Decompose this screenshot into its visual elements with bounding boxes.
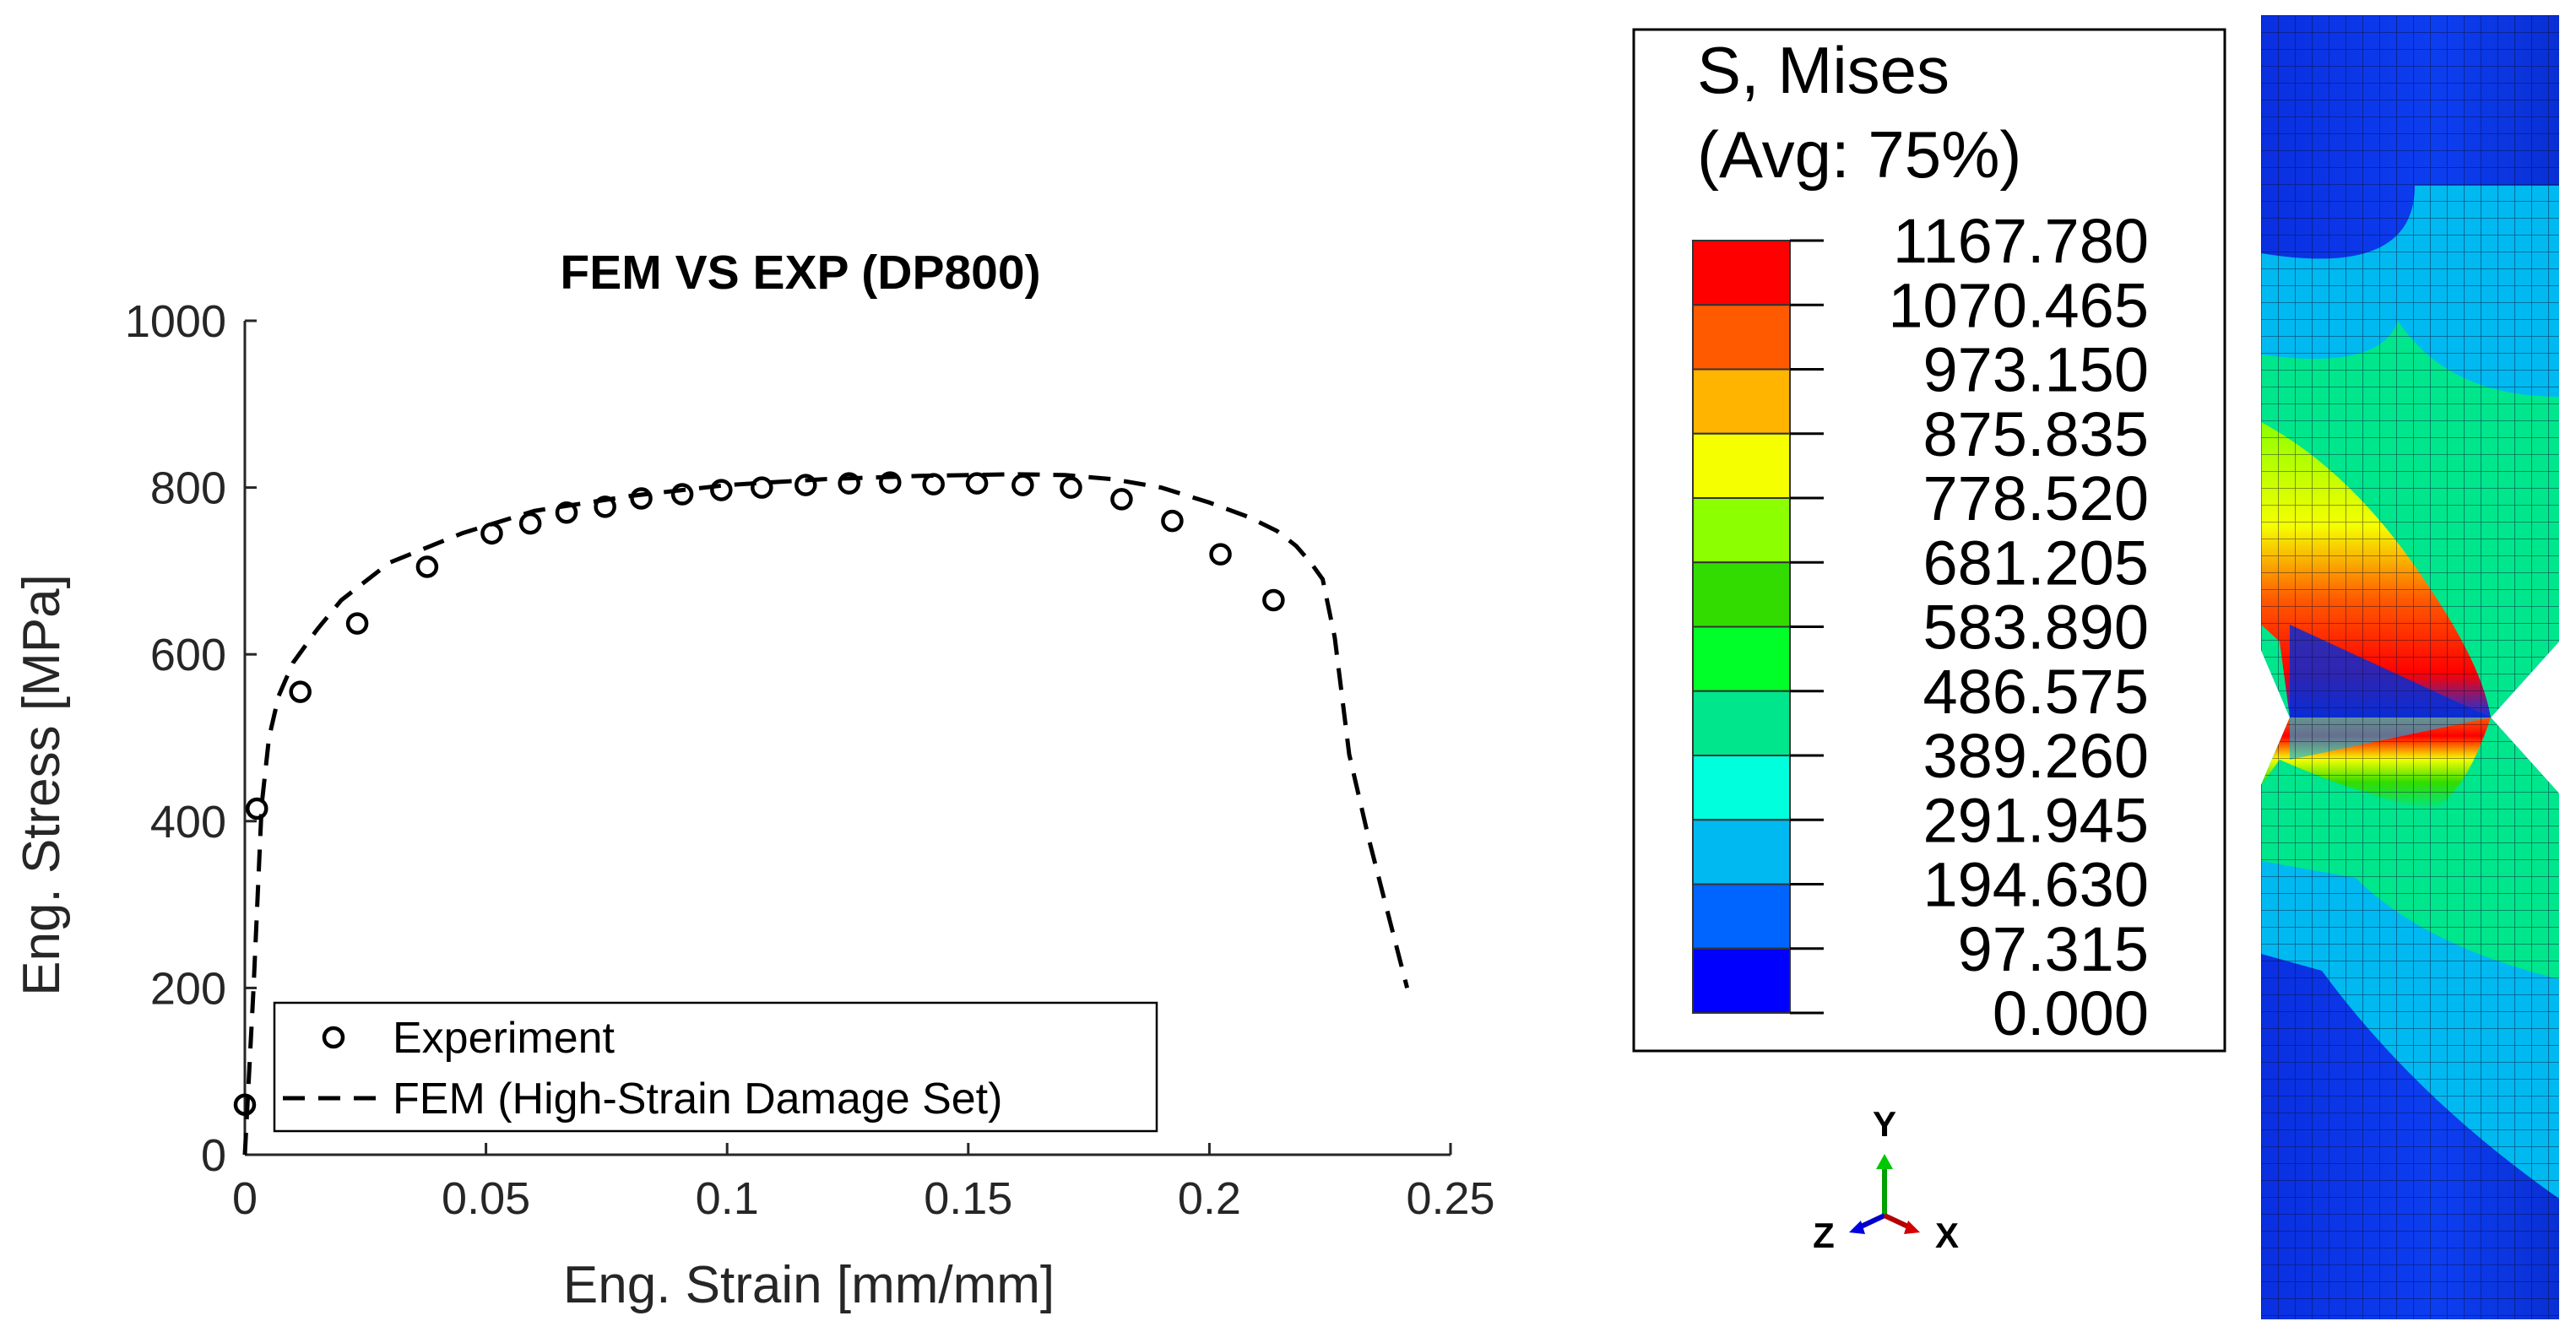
- experiment-point: [518, 512, 542, 535]
- triad-y-label: Y: [1873, 1104, 1896, 1144]
- color-bar-segment: [1692, 432, 1791, 499]
- x-tick-label: 0.25: [1406, 1173, 1494, 1224]
- color-bar-value-label: 875.835: [1923, 399, 2150, 469]
- specimen-mesh: [2261, 15, 2559, 1319]
- color-bar-value-label: 0.000: [1993, 978, 2149, 1048]
- mises-contour-legend: S, Mises (Avg: 75%) 1167.7801070.465973.…: [1632, 28, 2226, 1053]
- experiment-point: [879, 471, 902, 494]
- x-axis-label: Eng. Strain [mm/mm]: [563, 1256, 1055, 1314]
- fem-series-line: [242, 472, 1410, 1156]
- color-bar-value-label: 1070.465: [1888, 270, 2149, 340]
- experiment-point: [289, 680, 312, 703]
- axis-triad: Y Z X: [1813, 1104, 1959, 1255]
- experiment-point: [710, 479, 733, 501]
- color-bar-value-label: 291.945: [1923, 785, 2150, 855]
- legend-label-fem: FEM (High-Strain Damage Set): [393, 1075, 1002, 1124]
- experiment-point: [594, 495, 616, 518]
- y-tick-label: 200: [150, 963, 226, 1014]
- color-bar-value-label: 778.520: [1923, 463, 2150, 533]
- color-bar-value-label: 97.315: [1958, 914, 2149, 984]
- fem-specimen-contour: [2261, 15, 2559, 1319]
- experiment-point: [1161, 509, 1184, 533]
- experiment-point: [630, 487, 653, 510]
- chart-legend: Experiment FEM (High-Strain Damage Set): [273, 1001, 1158, 1133]
- color-bar-value-label: 973.150: [1923, 335, 2150, 405]
- x-tick-label: 0.1: [696, 1173, 759, 1224]
- experiment-point: [1060, 476, 1082, 499]
- y-axis-label: Eng. Stress [MPa]: [13, 574, 71, 996]
- color-bar-segment: [1692, 947, 1791, 1014]
- x-axis: 0 0.05 0.1 0.15 0.2 0.25: [232, 1143, 1495, 1224]
- color-bar-ticks: [1790, 239, 1824, 1015]
- y-tick-label: 0: [201, 1130, 226, 1181]
- experiment-point: [233, 1093, 257, 1116]
- experiment-point: [345, 612, 369, 635]
- x-tick-label: 0.05: [442, 1173, 530, 1224]
- experiment-point: [1209, 543, 1232, 566]
- color-bar-segment: [1692, 368, 1791, 435]
- x-tick-label: 0.15: [924, 1173, 1012, 1224]
- experiment-point: [838, 472, 860, 495]
- color-bar-labels: 1167.7801070.465973.150875.835778.520681…: [1888, 206, 2149, 1048]
- y-tick-label: 600: [150, 630, 226, 680]
- y-tick-label: 1000: [125, 296, 226, 347]
- y-tick-label: 800: [150, 463, 226, 514]
- experiment-point: [751, 476, 773, 499]
- color-bar-segment: [1692, 883, 1791, 950]
- experiment-point: [415, 555, 439, 578]
- color-bar-value-label: 486.575: [1923, 657, 2150, 727]
- experiment-point: [965, 472, 989, 495]
- contour-legend-title: S, Mises: [1697, 33, 1950, 107]
- experiment-point: [670, 483, 694, 506]
- color-bar-segment: [1692, 625, 1791, 692]
- stress-strain-chart: FEM VS EXP (DP800) 0 200 400 600 800 1000 0 0.…: [13, 246, 1495, 1314]
- experiment-point: [1110, 488, 1133, 511]
- triad-y-arrow-icon: [1876, 1154, 1893, 1169]
- triad-z-arrow-icon: [1849, 1221, 1865, 1234]
- color-bar: [1692, 240, 1791, 1014]
- color-bar-segment: [1692, 497, 1791, 564]
- experiment-point: [1011, 474, 1034, 496]
- x-tick-label: 0.2: [1178, 1173, 1241, 1224]
- color-bar-segment: [1692, 561, 1791, 628]
- experiment-point: [922, 473, 945, 495]
- legend-label-experiment: Experiment: [393, 1014, 616, 1063]
- experiment-point: [555, 501, 578, 524]
- contour-legend-subtitle: (Avg: 75%): [1697, 117, 2021, 192]
- experiment-series-markers: [233, 471, 1285, 1116]
- y-tick-label: 400: [150, 797, 226, 847]
- experiment-point: [480, 522, 503, 545]
- y-axis: 0 200 400 600 800 1000: [125, 296, 257, 1181]
- experiment-point: [1262, 588, 1285, 612]
- color-bar-value-label: 583.890: [1923, 593, 2150, 663]
- legend-marker-experiment: [322, 1026, 345, 1049]
- triad-x-arrow-icon: [1904, 1221, 1920, 1234]
- color-bar-value-label: 681.205: [1923, 528, 2150, 598]
- color-bar-segment: [1692, 819, 1791, 885]
- color-bar-segment: [1692, 690, 1791, 756]
- color-bar-value-label: 389.260: [1923, 721, 2150, 791]
- chart-title: FEM VS EXP (DP800): [560, 246, 1040, 300]
- legend-box: [273, 1001, 1158, 1133]
- experiment-point: [794, 474, 817, 496]
- triad-x-label: X: [1935, 1216, 1959, 1255]
- color-bar-segment: [1692, 755, 1791, 821]
- x-tick-label: 0: [232, 1173, 258, 1224]
- color-bar-segment: [1692, 240, 1791, 306]
- color-bar-segment: [1692, 304, 1791, 371]
- triad-z-label: Z: [1813, 1216, 1835, 1255]
- color-bar-value-label: 1167.780: [1893, 206, 2149, 276]
- color-bar-value-label: 194.630: [1923, 850, 2150, 920]
- experiment-point: [246, 797, 268, 820]
